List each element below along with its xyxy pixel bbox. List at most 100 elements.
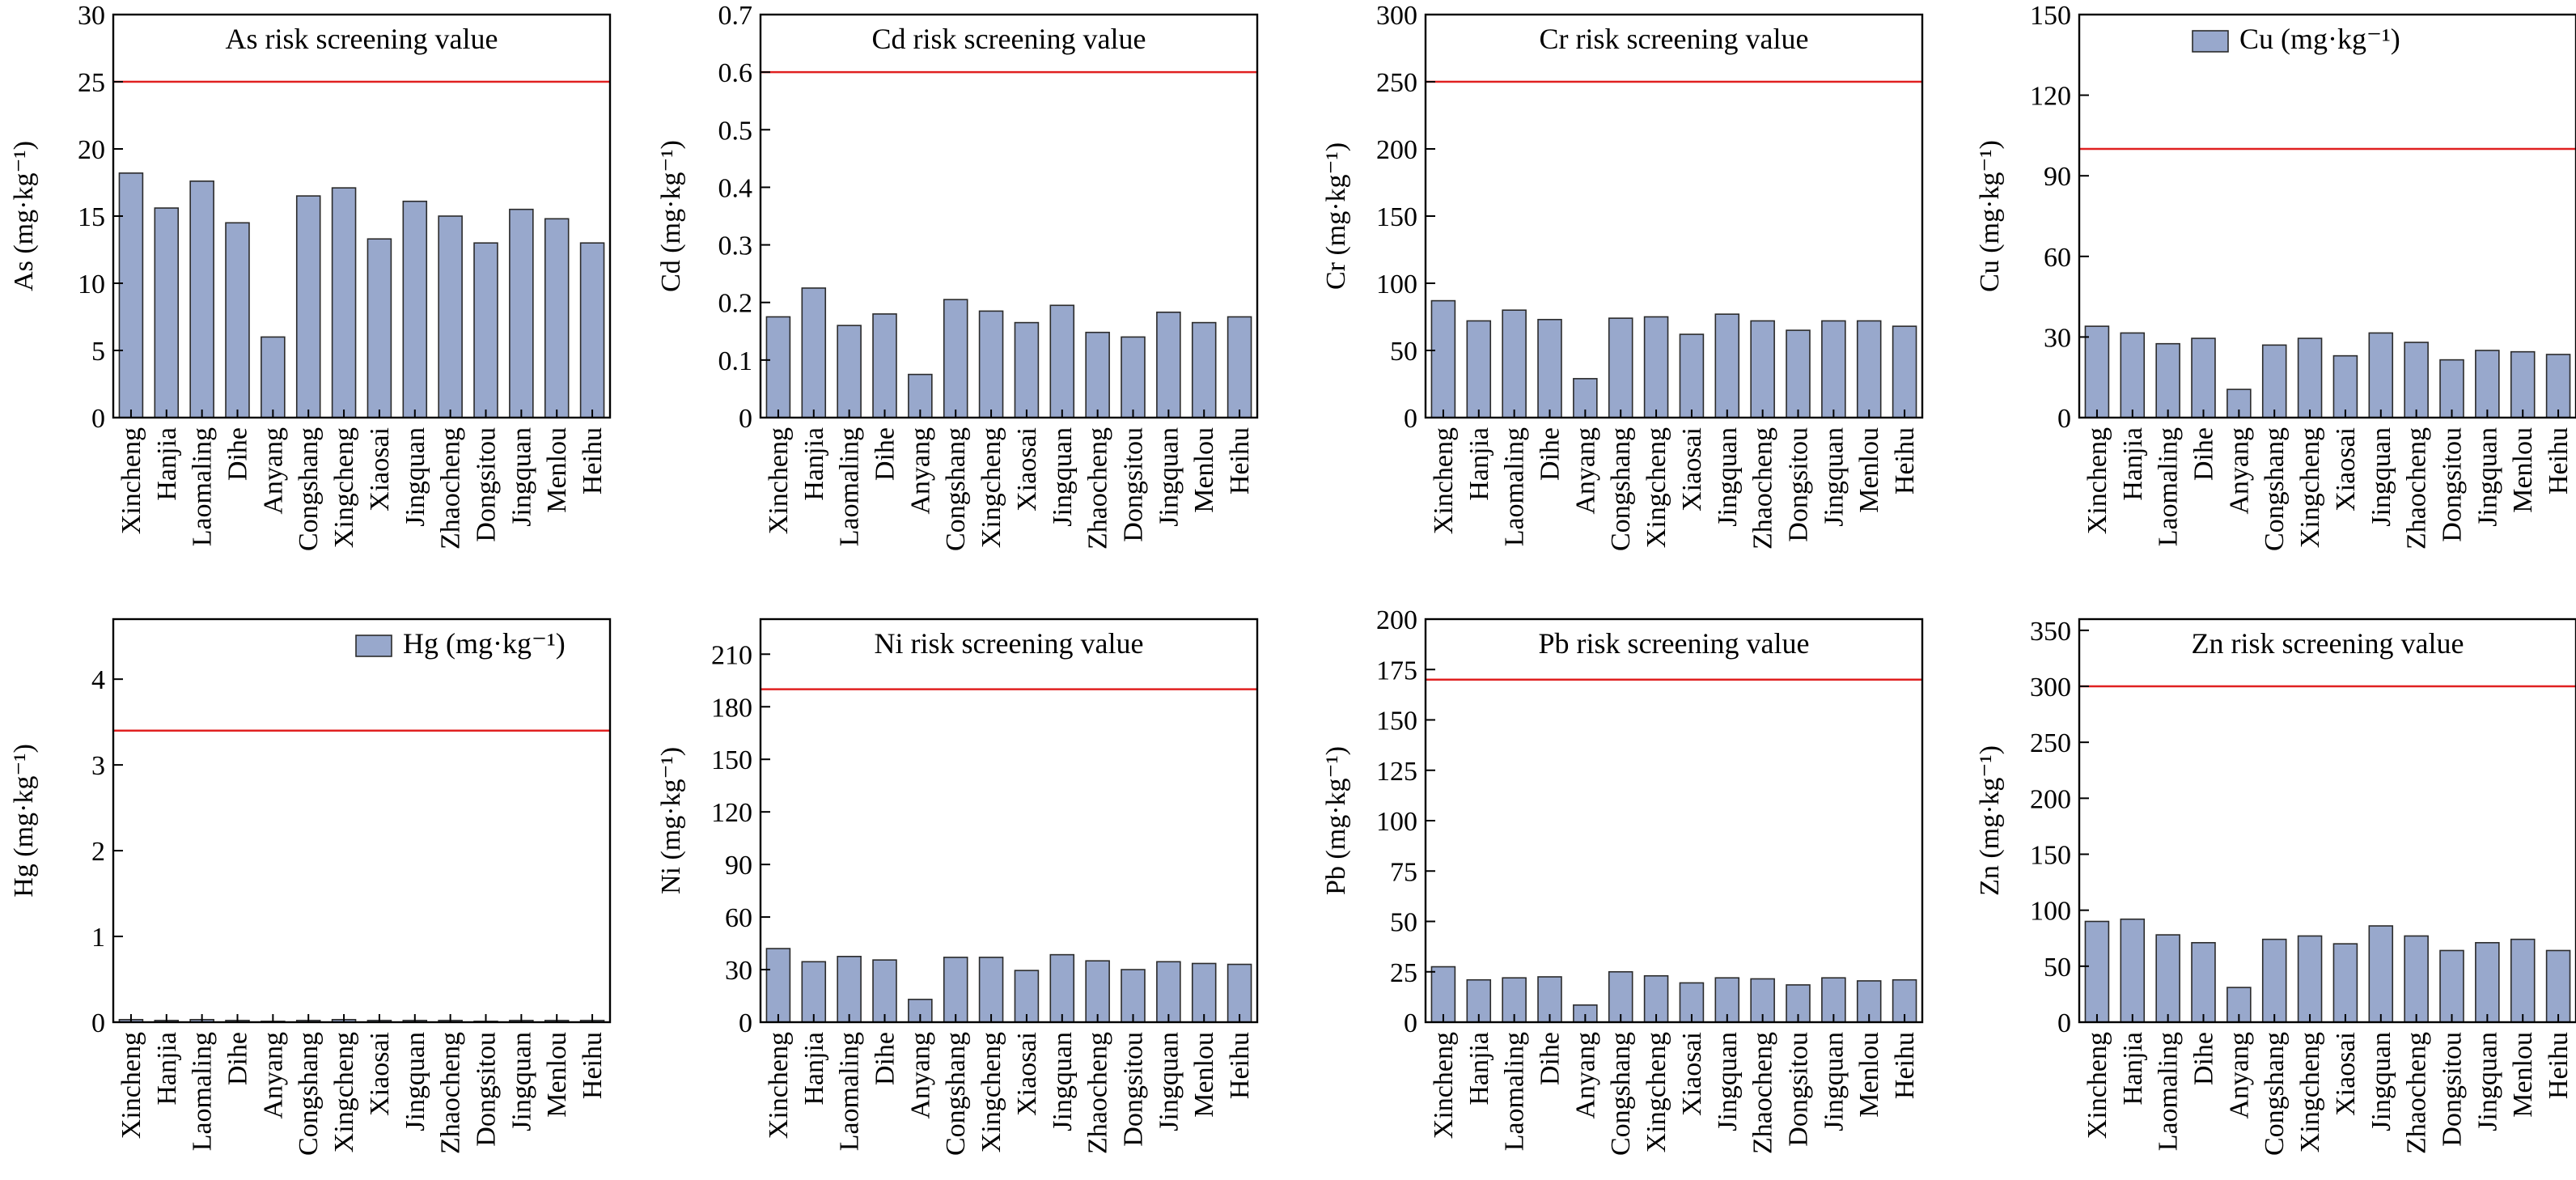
bar	[2475, 350, 2500, 418]
bar	[1714, 313, 1740, 418]
bar	[801, 961, 827, 1023]
x-tick-label: Dihe	[223, 1032, 253, 1085]
bar	[579, 242, 605, 418]
bar	[1049, 953, 1075, 1023]
bar	[943, 299, 968, 418]
x-tick-label: Jingquan	[1048, 427, 1078, 527]
bar	[1049, 304, 1075, 418]
bar	[943, 957, 968, 1023]
bar	[1608, 970, 1633, 1023]
y-tick-label: 10	[78, 270, 105, 299]
x-tick-label: Xingcheng	[2295, 1032, 2325, 1152]
x-tick-label: Zhaocheng	[1748, 1032, 1778, 1154]
x-tick-label: Xincheng	[2082, 1032, 2112, 1139]
bar	[225, 222, 250, 418]
y-tick-label: 30	[2044, 323, 2071, 353]
y-tick-label: 175	[1376, 656, 1417, 686]
y-tick-label: 120	[2030, 82, 2071, 112]
plot-frame	[2078, 13, 2576, 419]
x-tick-label: Anyang	[2224, 1032, 2254, 1119]
y-tick-label: 0.5	[718, 116, 753, 146]
x-tick-label: Dongsitou	[472, 1032, 502, 1147]
x-tick-label: Anyang	[905, 1032, 935, 1119]
chart-panel: 0 25 50 75 100 125 150 175 200 Xincheng Hanjia Laom…	[1321, 605, 1924, 1156]
x-tick-label: Menlou	[1189, 1032, 1219, 1118]
x-tick-label: Anyang	[2224, 427, 2254, 515]
y-tick-label: 150	[711, 745, 752, 775]
bar	[2191, 941, 2216, 1023]
chart-panel: 0 50 100 150 200 250 300 Xincheng Hanjia Laomalin…	[1321, 1, 1924, 551]
chart-panel: 0 1 2 3 4 Xincheng Hanjia Laomaling Dihe Anyang Co…	[9, 618, 612, 1156]
x-tick-label: Jingquan	[1713, 1032, 1743, 1131]
x-tick-label: Dihe	[871, 427, 900, 481]
bar	[2191, 337, 2216, 418]
bar	[1227, 963, 1252, 1023]
bar	[2120, 332, 2146, 418]
x-tick-label: Heihu	[578, 427, 608, 494]
x-tick-label: Xincheng	[764, 1032, 794, 1139]
x-tick-label: Xiaosai	[2331, 427, 2361, 511]
x-tick-label: Menlou	[2508, 1032, 2538, 1118]
bar	[837, 325, 862, 418]
bar	[1430, 299, 1456, 418]
bar	[2404, 935, 2429, 1023]
bar	[2120, 918, 2146, 1023]
x-tick-label: Congshang	[1606, 1032, 1636, 1156]
x-tick-label: Heihu	[2544, 427, 2574, 494]
x-tick-label: Anyang	[1570, 1032, 1600, 1119]
x-tick-label: Xincheng	[1429, 1032, 1459, 1139]
x-tick-label: Xingcheng	[329, 427, 359, 548]
x-tick-label: Hanjia	[1464, 1032, 1494, 1106]
x-tick-label: Dongsitou	[1784, 427, 1814, 542]
bar	[765, 948, 791, 1023]
legend-label: Pb risk screening value	[1539, 627, 1810, 660]
bar	[1014, 321, 1040, 418]
x-tick-label: Dongsitou	[1119, 427, 1149, 542]
y-tick-label: 300	[1376, 1, 1417, 31]
y-tick-label: 0.4	[718, 173, 753, 203]
x-tick-label: Zhaocheng	[436, 1032, 466, 1154]
chart-panel: 0 0.1 0.2 0.3 0.4 0.5 0.6 0.7 Xincheng Hanjia Laom…	[656, 1, 1259, 551]
plot-frame	[1424, 13, 1924, 419]
y-tick-label: 75	[1390, 857, 1417, 887]
x-tick-label: Heihu	[578, 1032, 608, 1099]
x-tick-label: Dihe	[2189, 427, 2219, 481]
y-tick-label: 150	[1376, 202, 1417, 232]
legend-label: Ni risk screening value	[875, 627, 1144, 660]
x-tick-label: Jingquan	[400, 427, 430, 527]
bar	[261, 336, 286, 418]
bar	[2368, 332, 2394, 418]
bar	[189, 180, 214, 418]
bar	[1156, 961, 1181, 1023]
x-tick-label: Xincheng	[1429, 427, 1459, 534]
x-tick-label: Congshang	[294, 1032, 324, 1156]
bar	[2510, 350, 2536, 418]
bar	[2155, 342, 2180, 418]
plot-frame	[759, 618, 1259, 1024]
x-tick-label: Dihe	[2189, 1032, 2219, 1085]
y-axis-label: Pb (mg·kg⁻¹)	[1321, 746, 1351, 895]
x-tick-label: Menlou	[2508, 427, 2538, 513]
x-tick-label: Laomaling	[1500, 427, 1530, 546]
x-tick-label: Laomaling	[188, 427, 218, 546]
bar	[2368, 925, 2394, 1023]
y-tick-label: 50	[1390, 337, 1417, 367]
x-tick-label: Jingquan	[2366, 427, 2396, 527]
bar	[872, 959, 897, 1023]
x-tick-label: Xingcheng	[977, 427, 1006, 548]
bar	[765, 316, 791, 418]
x-tick-label: Menlou	[1189, 427, 1219, 513]
x-tick-label: Hanjia	[152, 427, 182, 501]
y-axis-label: Hg (mg·kg⁻¹)	[9, 744, 39, 898]
x-tick-label: Jingquan	[2472, 1032, 2502, 1131]
legend-label: As risk screening value	[226, 23, 498, 55]
y-tick-label: 120	[711, 798, 752, 828]
y-tick-label: 150	[2030, 1, 2071, 31]
bar	[2297, 935, 2323, 1023]
x-tick-label: Heihu	[1225, 427, 1255, 494]
x-tick-label: Dihe	[223, 427, 253, 481]
x-tick-label: Xincheng	[117, 427, 146, 534]
bar	[438, 215, 463, 418]
bar	[1856, 320, 1882, 418]
bar	[1466, 320, 1492, 418]
